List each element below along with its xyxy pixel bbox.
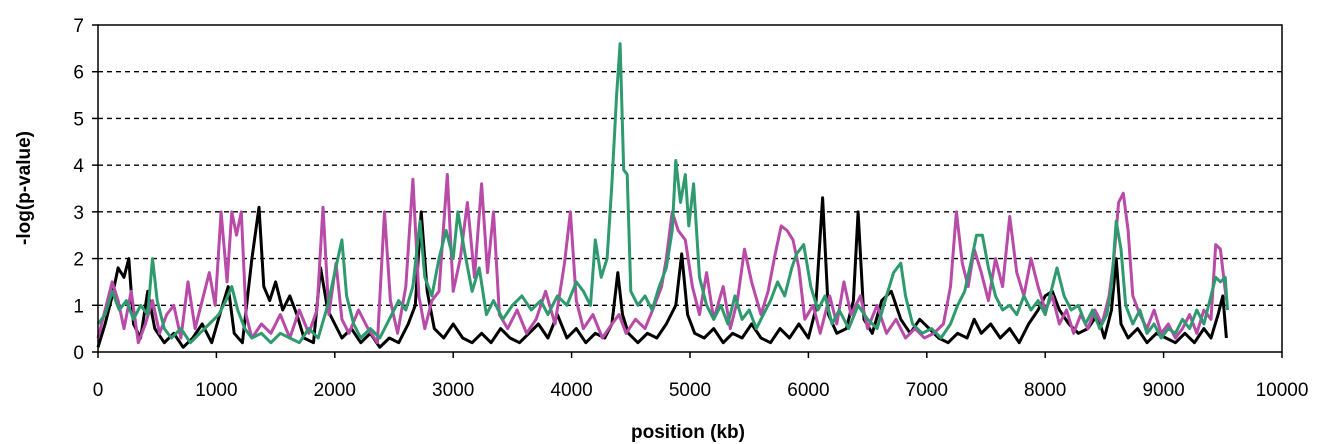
plot-frame (97, 24, 1283, 353)
x-tick-label: 2000 (314, 380, 356, 401)
y-tick-label: 1 (73, 296, 84, 317)
x-tick-label: 9000 (1142, 380, 1184, 401)
x-tick-label: 4000 (550, 380, 592, 401)
series-line-1 (96, 196, 1228, 349)
x-tick-label: 1000 (195, 380, 237, 401)
y-axis-title: -log(p-value) (14, 131, 35, 245)
y-tick-label: 5 (73, 109, 84, 130)
series-line-3 (96, 42, 1229, 345)
series-line-2 (96, 173, 1228, 345)
x-axis-ticks: 0 1000 2000 3000 4000 5000 6000 7000 8000 9000 100… (93, 352, 1309, 401)
axes (97, 24, 1283, 353)
y-tick-label: 7 (73, 16, 84, 37)
y-tick-label: 4 (73, 156, 84, 177)
x-tick-label: 7000 (906, 380, 948, 401)
series-layer (96, 42, 1229, 349)
x-tick-label: 5000 (669, 380, 711, 401)
y-axis-ticks: 0 1 2 3 4 5 6 7 (73, 16, 98, 364)
x-tick-label: 0 (93, 380, 104, 401)
x-tick-label: 8000 (1024, 380, 1066, 401)
y-tick-label: 2 (73, 250, 84, 271)
x-tick-label: 10000 (1256, 380, 1309, 401)
y-tick-label: 0 (73, 343, 84, 364)
x-tick-label: 3000 (432, 380, 474, 401)
x-axis-title: position (kb) (631, 422, 745, 443)
x-tick-label: 6000 (787, 380, 829, 401)
y-tick-label: 6 (73, 63, 84, 84)
y-tick-label: 3 (73, 203, 84, 224)
